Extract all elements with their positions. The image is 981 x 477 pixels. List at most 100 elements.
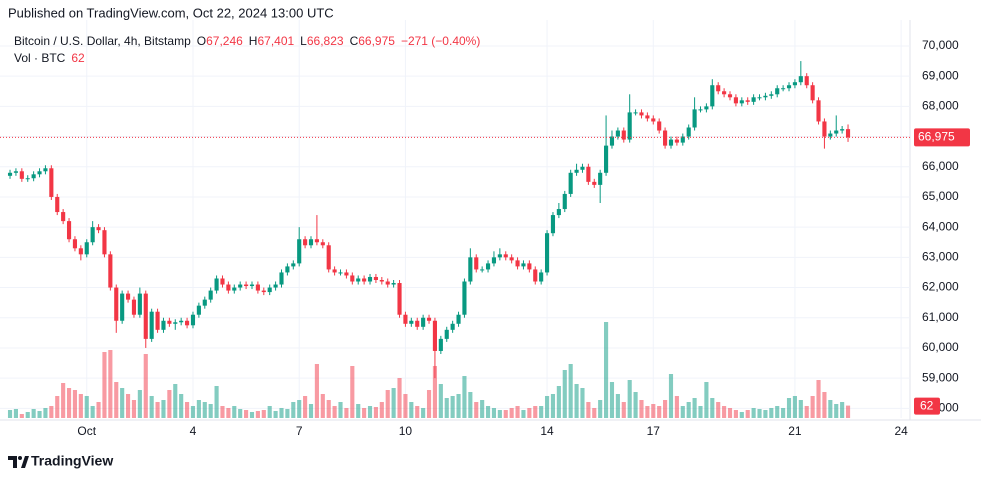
candle-body (521, 263, 526, 267)
candle-body (78, 248, 83, 255)
volume-bar (143, 354, 148, 418)
x-tick-label: 14 (540, 424, 554, 438)
volume-bar (503, 410, 508, 418)
candle-body (102, 230, 107, 255)
ohlc-key: H (249, 34, 258, 48)
candle-body (751, 97, 756, 102)
candle-body (285, 266, 290, 273)
candle-body (155, 311, 160, 330)
volume-bar (332, 406, 337, 418)
logo-dot (18, 456, 22, 460)
volume-layer (7, 322, 851, 418)
x-tick-label: 17 (647, 424, 661, 438)
legend-line: Bitcoin / U.S. Dollar, 4h, Bitstamp O67,2… (14, 34, 480, 48)
volume-bar (462, 376, 467, 418)
ohlc-key: O (197, 34, 206, 48)
volume-bar (586, 402, 591, 418)
y-tick-label: 70,000 (922, 38, 959, 52)
volume-bar (668, 374, 674, 418)
brand: TradingView (31, 453, 113, 469)
candle-body (462, 281, 467, 315)
candle-body (202, 299, 207, 306)
y-tick-label: 61,000 (922, 310, 959, 324)
candle-body (72, 239, 78, 249)
volume-bar (161, 400, 166, 418)
overlay-layer: 58,00059,00060,00061,00062,00063,00064,0… (0, 38, 970, 438)
candle-body (444, 329, 449, 339)
y-tick-label: 69,000 (922, 68, 959, 82)
candle-body (273, 284, 278, 288)
volume-bar (344, 408, 349, 418)
candle-body (733, 97, 738, 104)
volume-bar (686, 402, 691, 418)
volume-bar (786, 398, 792, 418)
volume-bar (297, 400, 302, 418)
candle-body (84, 242, 89, 255)
candle-body (391, 283, 396, 285)
volume-bar (798, 400, 803, 418)
volume-bar (179, 394, 184, 418)
candle-body (19, 171, 24, 179)
candle-body (485, 263, 491, 270)
volume-bar (137, 390, 142, 418)
volume-bar (43, 408, 48, 418)
candle-body (125, 293, 131, 300)
volume-bar (609, 382, 615, 418)
volume-bar (834, 404, 839, 418)
volume-bar (350, 366, 355, 418)
candle-body (279, 272, 284, 285)
candle-body (710, 85, 715, 107)
candle-body (775, 88, 780, 95)
volume-bar (285, 409, 290, 418)
volume-bar (621, 402, 626, 418)
volume-bar (55, 396, 60, 418)
volume-bar (232, 406, 237, 418)
volume-bar (167, 390, 172, 418)
volume-bar (261, 410, 266, 418)
candle-body (314, 239, 319, 243)
candle-body (303, 239, 308, 246)
volume-bar (202, 402, 207, 418)
volume-legend-line: Vol · BTC 62 (14, 51, 85, 65)
volume-bar (456, 394, 461, 418)
volume-bar (244, 410, 249, 418)
volume-bar (356, 404, 361, 418)
volume-bar (544, 396, 550, 418)
volume-bar (763, 410, 768, 418)
volume-bar (450, 396, 455, 418)
candle-body (415, 320, 420, 327)
candle-body (822, 121, 827, 137)
candle-body (686, 127, 691, 137)
candle-body (727, 94, 733, 98)
volume-bar (485, 406, 491, 418)
volume-bar (757, 409, 762, 418)
y-tick-label: 64,000 (922, 219, 959, 233)
candle-body (338, 272, 343, 274)
volume-bar (645, 406, 650, 418)
candle-body (297, 239, 302, 264)
volume-bar (781, 408, 786, 418)
candle-body (609, 136, 615, 146)
volume-bar (409, 402, 414, 418)
volume-bar (497, 410, 502, 418)
candle-body (798, 76, 803, 83)
candle-body (456, 314, 461, 324)
x-tick-label: 24 (894, 424, 908, 438)
volume-bar (338, 402, 343, 418)
volume-bar (816, 380, 821, 418)
y-tick-label: 62,000 (922, 280, 959, 294)
candle-body (249, 284, 255, 287)
candle-body (598, 172, 603, 185)
volume-bar (37, 411, 42, 418)
volume-bar (509, 408, 514, 418)
volume-bar (474, 402, 479, 418)
volume-bar (580, 388, 585, 418)
candle-body (491, 257, 497, 264)
volume-bar (651, 404, 656, 418)
last-volume-tag (914, 397, 940, 415)
volume-value: 62 (71, 51, 85, 65)
volume-bar (267, 406, 272, 418)
candle-body (90, 227, 95, 243)
candle-body (61, 212, 66, 222)
volume-bar (108, 350, 113, 418)
